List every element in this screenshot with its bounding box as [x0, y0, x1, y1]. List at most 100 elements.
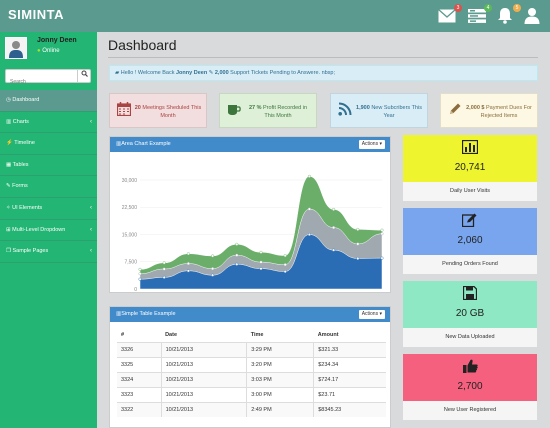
column-header[interactable]: # — [117, 329, 162, 343]
table-row[interactable]: 3322 10/21/2013 2:49 PM $8345.23 — [117, 401, 386, 417]
data-point — [235, 242, 239, 246]
save-icon — [403, 285, 537, 303]
stat-value: 2,700 — [457, 381, 483, 392]
caret-down-icon: ▾ — [379, 311, 382, 317]
sidebar-search — [5, 69, 91, 88]
sidebar-item-ui-elements[interactable]: ✧ UI Elements ‹ — [0, 198, 97, 220]
top-navbar: SIMINTA 3 4 5 — [0, 0, 550, 32]
chevron-left-icon: ‹ — [90, 118, 92, 125]
search-input[interactable] — [6, 76, 78, 88]
data-point — [307, 207, 311, 211]
actions-dropdown[interactable]: Actions ▾ — [358, 140, 385, 149]
caret-down-icon: ▾ — [379, 141, 382, 147]
bell-icon[interactable]: 5 — [497, 4, 521, 25]
data-point — [259, 260, 263, 264]
data-point — [138, 277, 142, 281]
alerts-badge: 5 — [513, 4, 521, 12]
stat-user-visits: 20,741 Daily User Visits — [403, 135, 537, 201]
data-point — [283, 263, 287, 267]
files-icon: ❐ — [6, 248, 11, 255]
flash-icon: ⚡ — [6, 140, 13, 147]
sidebar-item-dashboard[interactable]: ◷ Dashboard — [0, 90, 97, 112]
table-panel: ▥Simple Table Example Actions ▾ # Date T… — [109, 306, 391, 428]
table-row[interactable]: 3323 10/21/2013 3:00 PM $23.71 — [117, 386, 386, 402]
sidebar-item-forms[interactable]: ✎ Forms — [0, 176, 97, 198]
profile-status: ● Online — [37, 48, 60, 54]
actions-dropdown[interactable]: Actions ▾ — [358, 310, 385, 319]
tasks-icon[interactable]: 4 — [468, 4, 492, 25]
alert-count: 2,000 — [214, 70, 229, 76]
thumbs-up-icon — [403, 359, 537, 376]
sidebar-item-multi-level-dropdown[interactable]: ⊞ Multi-Level Dropdown ‹ — [0, 220, 97, 242]
tile-text: 1,900 New Subcribers This Year — [356, 105, 422, 119]
status-label: Online — [42, 48, 60, 54]
table-icon: ▦ — [6, 161, 12, 168]
data-point — [332, 248, 336, 252]
messages-badge: 3 — [454, 4, 462, 12]
data-point — [332, 226, 336, 230]
sidebar-item-timeline[interactable]: ⚡ Timeline — [0, 133, 97, 155]
area-chart-title: Area Chart Example — [121, 141, 171, 147]
bar-chart-icon: ▥ — [116, 141, 122, 147]
stat-label: Pending Orders Found — [403, 255, 537, 274]
stat-value: 20 GB — [455, 308, 485, 319]
data-point — [307, 232, 311, 236]
data-point — [356, 242, 360, 246]
sidebar-item-sample-pages[interactable]: ❐ Sample Pages ‹ — [0, 241, 97, 263]
data-point — [380, 228, 384, 232]
y-tick-label: 15,000 — [122, 232, 138, 238]
bar-chart-icon: ▥ — [116, 311, 122, 317]
sidebar: Jonny Deen ● Online ◷ Dashboard ▥ Charts… — [0, 32, 97, 428]
folder-icon: ▰ — [115, 70, 120, 76]
tile-subscribers: 1,900 New Subcribers This Year — [330, 93, 428, 128]
sidebar-item-charts[interactable]: ▥ Charts ‹ — [0, 112, 97, 134]
data-point — [162, 275, 166, 279]
data-point — [211, 273, 215, 277]
stat-new-users: 2,700 New User Registered — [403, 354, 537, 420]
column-header[interactable]: Time — [246, 329, 314, 343]
brand-logo[interactable]: SIMINTA — [8, 7, 64, 22]
stat-label: New User Registered — [403, 401, 537, 420]
rss-icon — [338, 102, 352, 119]
table-row[interactable]: 3324 10/21/2013 3:03 PM $724.17 — [117, 371, 386, 387]
data-point — [356, 256, 360, 260]
data-point — [307, 174, 311, 178]
stat-pending-orders: 2,060 Pending Orders Found — [403, 208, 537, 274]
main-content: Dashboard ▰ Hello ! Welcome Back Jonny D… — [97, 32, 550, 428]
sidebar-item-tables[interactable]: ▦ Tables — [0, 155, 97, 177]
data-point — [186, 252, 190, 256]
envelope-icon[interactable]: 3 — [438, 4, 462, 25]
stat-value: 2,060 — [457, 235, 483, 246]
y-tick-label: 30,000 — [122, 178, 138, 184]
tile-meetings: 20 Meetings Sheduled This Month — [109, 93, 207, 128]
pencil-icon — [448, 102, 462, 119]
data-point — [259, 267, 263, 271]
user-profile: Jonny Deen ● Online — [0, 32, 97, 64]
column-header[interactable]: Amount — [313, 329, 386, 343]
data-point — [186, 262, 190, 266]
data-point — [138, 267, 142, 271]
tasks-badge: 4 — [484, 4, 492, 12]
data-point — [332, 207, 336, 211]
chevron-left-icon: ‹ — [90, 204, 92, 211]
wrench-icon: ✧ — [6, 204, 11, 211]
bar-chart-icon: ▥ — [6, 118, 12, 125]
search-button[interactable] — [77, 70, 90, 82]
data-point — [259, 250, 263, 254]
data-point — [186, 269, 190, 273]
tile-text: 2,000 $ Payment Dues For Rejected Items — [466, 105, 532, 119]
tile-text: 27 % Profit Recorded in This Month — [248, 105, 308, 119]
profile-name: Jonny Deen — [37, 37, 77, 44]
data-point — [162, 261, 166, 265]
data-point — [211, 254, 215, 258]
table-row[interactable]: 3325 10/21/2013 3:20 PM $234.34 — [117, 356, 386, 372]
simple-table: # Date Time Amount 3326 10/21/2013 3:29 PM… — [117, 329, 386, 417]
data-point — [138, 272, 142, 276]
table-row[interactable]: 3326 10/21/2013 3:29 PM $321.33 — [117, 341, 386, 357]
area-series-1 — [139, 234, 383, 290]
avatar[interactable] — [5, 37, 27, 59]
data-point — [235, 262, 239, 266]
user-icon[interactable] — [524, 7, 544, 25]
column-header[interactable]: Date — [161, 329, 247, 343]
